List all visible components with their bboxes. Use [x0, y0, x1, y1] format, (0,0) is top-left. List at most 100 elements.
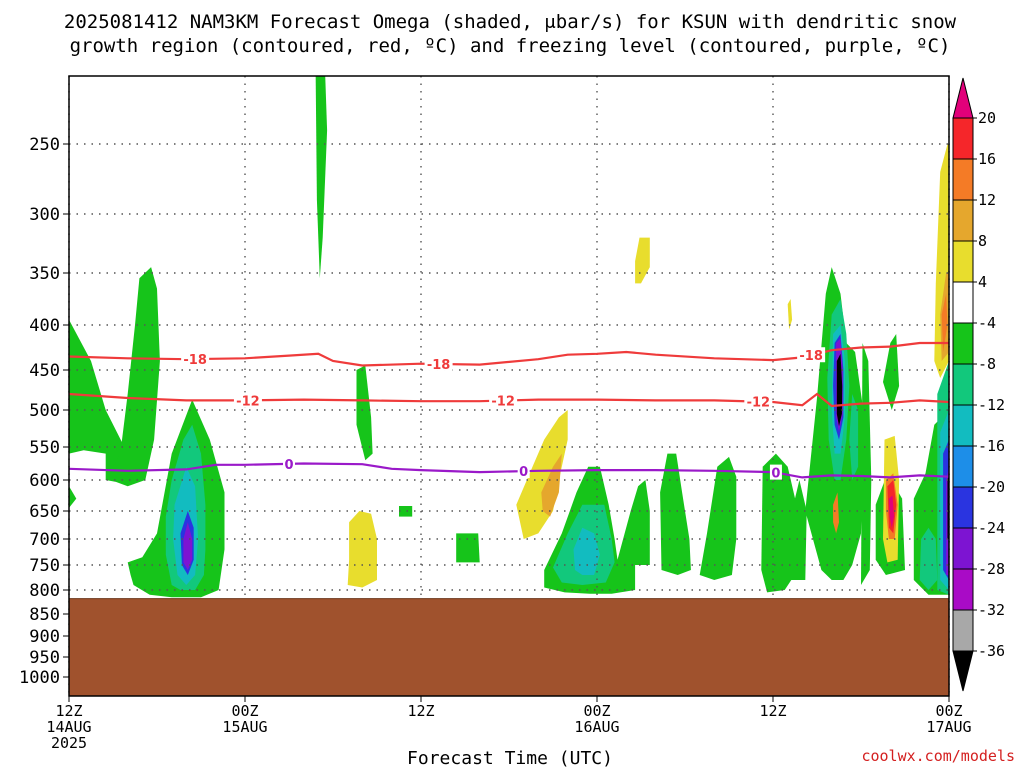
- omega-region-yellow-1: [516, 410, 568, 539]
- omega-region-green-7: [456, 533, 480, 563]
- y-tick-label-650: 650: [29, 502, 60, 522]
- y-tick-label-300: 300: [29, 205, 60, 225]
- contour-label-bg: [517, 463, 530, 479]
- x-tick-label-60-1: 17AUG: [926, 718, 971, 736]
- colorbar-bin-0: [952, 117, 974, 160]
- omega-region-green-1: [69, 486, 77, 508]
- colorbar-bin-10: [952, 527, 974, 570]
- colorbar-label-5: -4: [978, 314, 996, 332]
- omega-region-black-0: [836, 353, 843, 427]
- colorbar-label-8: -16: [978, 437, 1005, 455]
- y-tick-label-250: 250: [29, 135, 60, 155]
- omega-region-purple-0: [183, 522, 193, 570]
- contour-label-dgz-1: -18: [427, 358, 451, 373]
- x-tick-label-36-1: 16AUG: [574, 718, 619, 736]
- colorbar-label-0: 20: [978, 109, 996, 127]
- colorbar-bottom-arrow: [952, 650, 974, 692]
- x-tick-label-0-1: 14AUG: [46, 718, 91, 736]
- colorbar-label-12: -32: [978, 601, 1005, 619]
- credit-text: coolwx.com/models: [861, 747, 1015, 765]
- colorbar-label-1: 16: [978, 150, 996, 168]
- contour-frz-0: [69, 462, 949, 479]
- y-tick-label-850: 850: [29, 605, 60, 625]
- omega-region-orange-0: [833, 492, 839, 534]
- contour-label-frz-2: 0: [771, 467, 780, 482]
- colorbar-bin-8: [952, 445, 974, 488]
- colorbar-label-3: 8: [978, 232, 987, 250]
- x-tick-label-0-2: 2025: [51, 734, 87, 752]
- colorbar-bin-12: [952, 609, 974, 652]
- omega-region-green-12: [773, 480, 807, 580]
- plot-frame: [68, 75, 950, 697]
- y-tick-label-550: 550: [29, 438, 60, 458]
- omega-region-orange-2: [941, 293, 948, 352]
- omega-region-green-9: [660, 453, 691, 575]
- colorbar-bin-7: [952, 404, 974, 447]
- chart-title-line2: growth region (contoured, red, ºC) and f…: [70, 35, 951, 57]
- colorbar-bin-2: [952, 199, 974, 242]
- omega-region-magenta-0: [888, 495, 894, 528]
- x-axis-title: Forecast Time (UTC): [407, 748, 613, 768]
- chart-title-line1: 2025081412 NAM3KM Forecast Omega (shaded…: [64, 11, 957, 33]
- y-tick-label-700: 700: [29, 530, 60, 550]
- x-tick-label-48-0: 12Z: [759, 702, 786, 720]
- y-axis: 2503003504004505005506006507007508008509…: [19, 135, 69, 688]
- omega-region-green-14: [861, 343, 872, 585]
- colorbar-label-9: -20: [978, 478, 1005, 496]
- omega-region-green-10: [699, 456, 737, 580]
- colorbar: 20 16 12 8 4 -4 -8 -12 -16 -20 -24 -28 -32 -36: [952, 77, 1005, 692]
- omega-region-yellow-0: [347, 511, 377, 588]
- contour-label-bg: [424, 355, 453, 371]
- y-tick-label-750: 750: [29, 556, 60, 576]
- colorbar-bin-4: [952, 281, 974, 324]
- contour-label-frz-0: 0: [284, 458, 293, 473]
- contour-label-dgz-2: -12: [747, 396, 771, 411]
- contour-label-dgz-2: -18: [799, 349, 823, 364]
- ground-surface: [69, 598, 949, 696]
- contour-label-bg: [233, 392, 262, 408]
- contour-label-dgz-0: -12: [236, 394, 260, 409]
- y-tick-label-500: 500: [29, 401, 60, 421]
- contour-label-bg: [283, 455, 295, 471]
- contour-label-dgz-0: -18: [183, 353, 207, 368]
- x-tick-label-24-0: 12Z: [407, 702, 434, 720]
- colorbar-bin-11: [952, 568, 974, 611]
- colorbar-label-4: 4: [978, 273, 987, 291]
- colorbar-label-10: -24: [978, 519, 1005, 537]
- omega-region-green-6: [399, 506, 413, 517]
- x-tick-label-12-0: 00Z: [231, 702, 258, 720]
- y-tick-label-1000: 1000: [19, 668, 60, 688]
- x-tick-label-36-0: 00Z: [583, 702, 610, 720]
- omega-region-green-4: [315, 76, 328, 279]
- contour-label-frz-1: 0: [519, 465, 528, 480]
- y-tick-label-450: 450: [29, 361, 60, 381]
- colorbar-label-7: -12: [978, 396, 1005, 414]
- y-tick-label-950: 950: [29, 648, 60, 668]
- temperature-contours: -18 -18 -18 -12 -12 -12 0 0 0: [69, 341, 949, 600]
- y-tick-label-350: 350: [29, 264, 60, 284]
- x-tick-label-0-0: 12Z: [55, 702, 82, 720]
- omega-shading: [69, 76, 949, 598]
- contour-label-bg: [744, 393, 773, 409]
- colorbar-bin-3: [952, 240, 974, 283]
- omega-region-teal-4: [919, 527, 938, 590]
- contour-label-bg: [797, 347, 826, 363]
- colorbar-label-6: -8: [978, 355, 996, 373]
- contour-label-bg: [769, 464, 782, 480]
- colorbar-label-2: 12: [978, 191, 996, 209]
- omega-region-teal-3: [849, 394, 859, 480]
- colorbar-bin-1: [952, 158, 974, 201]
- colorbar-bin-5: [952, 322, 974, 365]
- contour-label-dgz-1: -12: [491, 395, 515, 410]
- y-tick-label-600: 600: [29, 471, 60, 491]
- omega-region-gold-0: [541, 453, 562, 517]
- colorbar-bin-6: [952, 363, 974, 406]
- omega-region-green-0: [69, 319, 128, 480]
- omega-region-green-15: [883, 334, 900, 410]
- y-tick-label-900: 900: [29, 627, 60, 647]
- colorbar-bin-9: [952, 486, 974, 529]
- colorbar-label-13: -36: [978, 642, 1005, 660]
- y-tick-label-800: 800: [29, 581, 60, 601]
